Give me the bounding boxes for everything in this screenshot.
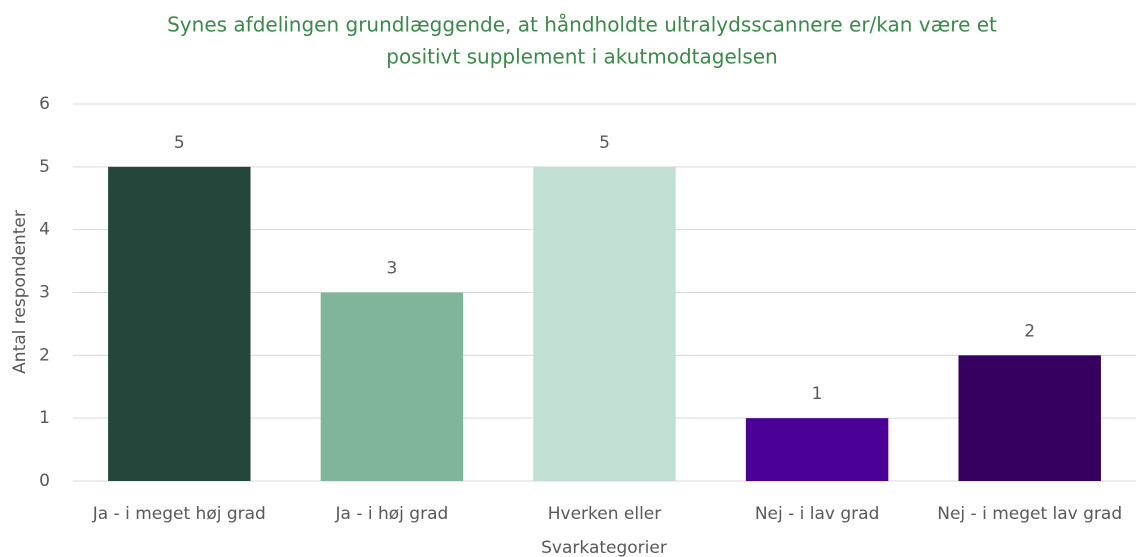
y-axis-label: Antal respondenter	[10, 210, 30, 374]
y-tick-label: 6	[39, 94, 50, 114]
x-tick-label: Hverken eller	[548, 504, 662, 524]
x-tick-label: Ja - i høj grad	[335, 504, 449, 524]
bar	[745, 418, 889, 481]
y-tick-label: 0	[39, 471, 50, 491]
y-tick-label: 4	[39, 220, 50, 240]
x-tick-label: Nej - i lav grad	[755, 504, 880, 524]
chart-title: positivt supplement i akutmodtagelsen	[386, 45, 777, 69]
data-label: 5	[174, 133, 185, 153]
y-tick-label: 5	[39, 157, 50, 177]
x-tick-label: Ja - i meget høj grad	[92, 504, 266, 524]
bar	[320, 292, 464, 481]
data-label: 2	[1024, 321, 1035, 341]
y-tick-label: 3	[39, 283, 50, 303]
data-label: 3	[386, 259, 397, 279]
bar	[533, 166, 676, 482]
chart-title: Synes afdelingen grundlæggende, at håndh…	[167, 13, 997, 37]
x-tick-label: Nej - i meget lav grad	[937, 504, 1122, 524]
bar	[958, 355, 1101, 481]
data-label: 1	[812, 384, 823, 404]
y-tick-label: 2	[39, 345, 50, 365]
x-axis-label: Svarkategorier	[541, 538, 667, 557]
y-tick-label: 1	[39, 408, 50, 428]
data-label: 5	[599, 133, 610, 153]
bar	[108, 166, 251, 482]
